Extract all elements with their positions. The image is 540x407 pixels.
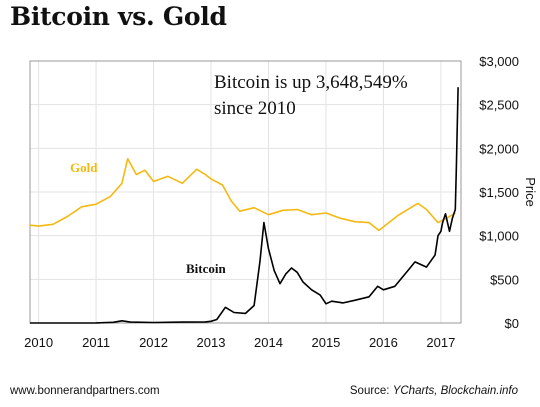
grid-lines [30, 60, 461, 324]
x-tick-label: 2017 [426, 335, 455, 350]
chart-title: Bitcoin vs. Gold [10, 2, 227, 31]
plot-frame [29, 60, 462, 324]
x-tick-label: 2015 [311, 335, 340, 350]
series-layer [29, 87, 459, 324]
y-tick-label: $0 [505, 316, 519, 331]
x-tick-label: 2012 [139, 335, 168, 350]
x-axis: 2010 2011 2012 2013 2014 2015 2016 2017 [24, 335, 455, 350]
series-label-gold: Gold [70, 160, 98, 175]
y-tick-label: $2,000 [479, 141, 519, 156]
source-names: YCharts, Blockchain.info [392, 385, 518, 397]
source-prefix: Source: [349, 385, 393, 397]
x-tick-label: 2014 [254, 335, 283, 350]
y-tick-label: $2,500 [479, 98, 519, 113]
annotation-line-1: Bitcoin is up 3,648,549% [214, 72, 408, 93]
y-axis: $0 $500 $1,000 $1,500 $2,000 $2,500 $3,000 [479, 54, 519, 331]
y-tick-label: $1,000 [479, 229, 519, 244]
x-tick-label: 2010 [24, 335, 53, 350]
y-tick-label: $500 [490, 272, 519, 287]
series-line-bitcoin [30, 87, 459, 324]
x-tick-label: 2013 [197, 335, 226, 350]
x-tick-label: 2016 [369, 335, 398, 350]
y-tick-label: $1,500 [479, 185, 519, 200]
series-label-bitcoin: Bitcoin [186, 261, 226, 276]
annotation-line-2: since 2010 [214, 98, 296, 119]
footer-website: www.bonnerandpartners.com [10, 385, 160, 397]
series-line-gold [29, 158, 456, 232]
footer-source: Source: YCharts, Blockchain.info [350, 385, 518, 397]
y-tick-label: $3,000 [479, 54, 519, 69]
y-axis-label: Price [523, 177, 538, 207]
x-tick-label: 2011 [82, 335, 110, 350]
